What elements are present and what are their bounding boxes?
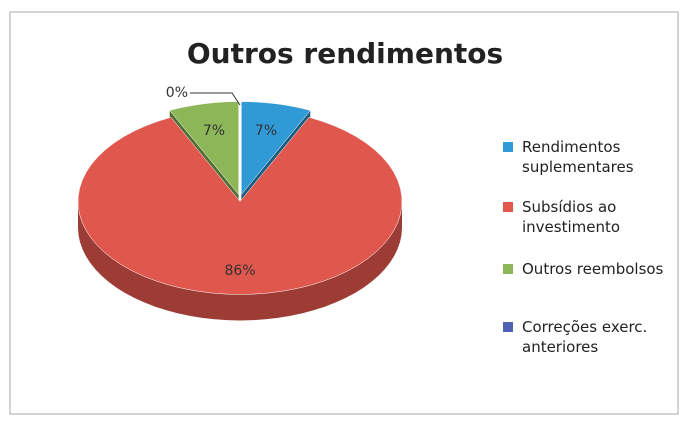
- legend-label: Rendimentos suplementares: [522, 138, 634, 176]
- data-label: 0%: [166, 85, 188, 101]
- legend-label: Outros reembolsos: [522, 260, 664, 278]
- data-label: 86%: [224, 263, 255, 279]
- slice: [77, 117, 403, 295]
- slice: [169, 101, 239, 196]
- legend-swatch: [503, 322, 513, 332]
- slice-side: [78, 201, 402, 321]
- chart-title: Outros rendimentos: [187, 37, 503, 70]
- legend-label: Subsídios ao investimento: [522, 198, 621, 236]
- legend-swatch: [503, 202, 513, 212]
- data-label: 7%: [203, 123, 225, 139]
- legend-swatch: [503, 264, 513, 274]
- leader-line: [190, 92, 241, 106]
- data-label: 7%: [255, 123, 277, 139]
- slice: [241, 101, 311, 196]
- legend-swatch: [503, 142, 513, 152]
- legend-label: Correções exerc. anteriores: [522, 318, 648, 356]
